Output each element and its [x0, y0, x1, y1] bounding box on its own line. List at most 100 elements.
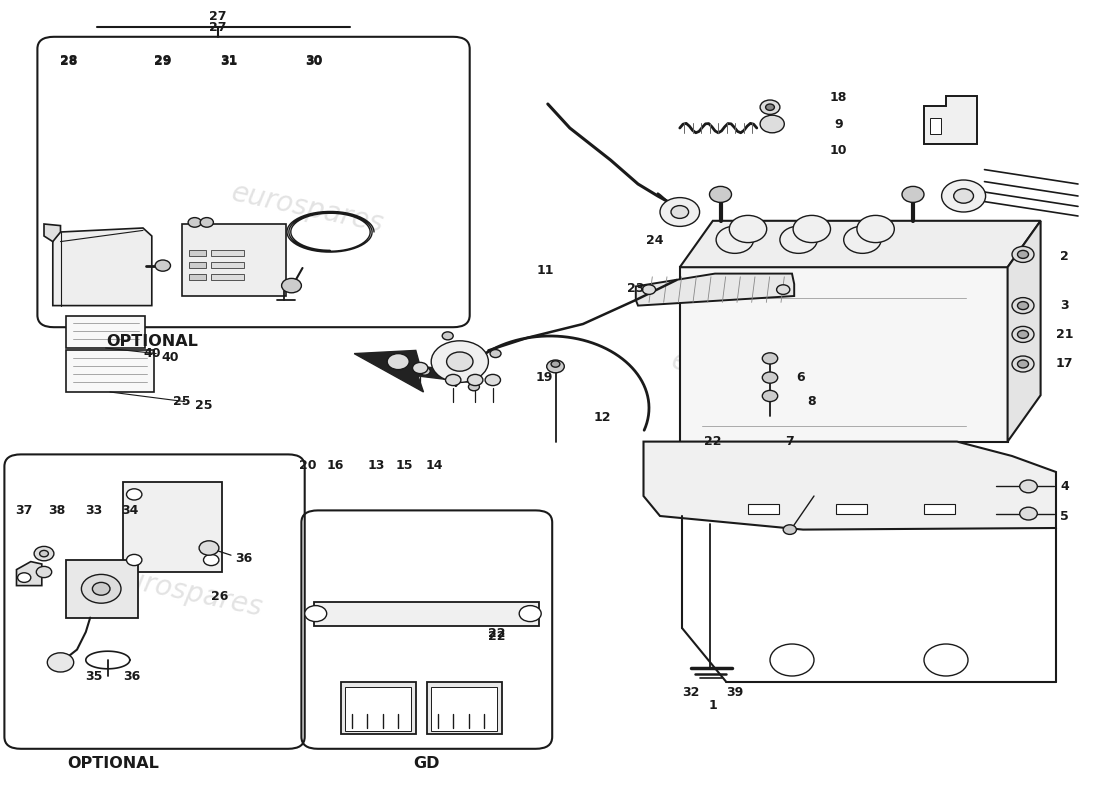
Circle shape: [36, 566, 52, 578]
Bar: [66, 560, 138, 618]
Text: eurospares: eurospares: [108, 562, 266, 622]
Text: 25: 25: [195, 399, 212, 412]
Circle shape: [1018, 250, 1028, 258]
Circle shape: [777, 285, 790, 294]
Text: 7: 7: [785, 435, 794, 448]
Text: 28: 28: [59, 55, 77, 68]
Text: 2: 2: [1060, 250, 1069, 262]
Circle shape: [766, 104, 774, 110]
Bar: [182, 224, 286, 296]
Text: 6: 6: [796, 371, 805, 384]
Circle shape: [716, 226, 754, 254]
Text: 31: 31: [220, 54, 238, 67]
Text: 38: 38: [48, 504, 66, 517]
Circle shape: [442, 332, 453, 340]
Bar: [211, 250, 244, 256]
Circle shape: [760, 115, 784, 133]
Circle shape: [92, 582, 110, 595]
Text: 3: 3: [1060, 299, 1069, 312]
Text: 31: 31: [220, 55, 238, 68]
Bar: [66, 316, 145, 348]
Circle shape: [1018, 360, 1028, 368]
Text: OPTIONAL: OPTIONAL: [67, 756, 160, 770]
Text: 30: 30: [305, 55, 322, 68]
Text: 22: 22: [488, 627, 506, 640]
Circle shape: [762, 390, 778, 402]
Circle shape: [469, 382, 480, 390]
Circle shape: [155, 260, 170, 271]
Circle shape: [447, 352, 473, 371]
Polygon shape: [44, 224, 60, 242]
Circle shape: [200, 218, 213, 227]
Text: 19: 19: [536, 371, 553, 384]
Bar: [314, 602, 539, 626]
Text: 23: 23: [627, 282, 645, 294]
Circle shape: [844, 226, 881, 254]
Circle shape: [199, 541, 219, 555]
Bar: [189, 262, 206, 268]
Text: 32: 32: [682, 686, 700, 698]
Circle shape: [1020, 480, 1037, 493]
Text: eurospares: eurospares: [229, 178, 387, 238]
Text: 24: 24: [646, 234, 663, 246]
Circle shape: [468, 374, 483, 386]
Circle shape: [387, 354, 409, 370]
Polygon shape: [680, 221, 1041, 267]
Polygon shape: [1008, 221, 1041, 442]
Circle shape: [1012, 246, 1034, 262]
Bar: [930, 118, 940, 134]
Circle shape: [642, 285, 656, 294]
Text: 40: 40: [143, 347, 161, 360]
Text: 28: 28: [59, 54, 77, 67]
Circle shape: [204, 554, 219, 566]
Circle shape: [780, 226, 817, 254]
Text: 30: 30: [305, 54, 322, 67]
Circle shape: [412, 362, 428, 374]
Text: 1: 1: [708, 699, 717, 712]
Text: 26: 26: [211, 590, 229, 602]
Text: 18: 18: [829, 91, 847, 104]
Circle shape: [126, 554, 142, 566]
Bar: [189, 250, 206, 256]
Bar: [66, 350, 154, 392]
Text: 13: 13: [367, 459, 385, 472]
Circle shape: [551, 361, 560, 367]
Circle shape: [18, 573, 31, 582]
Circle shape: [783, 525, 796, 534]
Text: 8: 8: [807, 395, 816, 408]
Circle shape: [547, 360, 564, 373]
Circle shape: [770, 644, 814, 676]
Circle shape: [47, 653, 74, 672]
Text: 10: 10: [829, 144, 847, 157]
Text: 36: 36: [235, 552, 253, 565]
Circle shape: [954, 189, 974, 203]
Text: 21: 21: [1056, 328, 1074, 341]
Text: 15: 15: [396, 459, 414, 472]
Circle shape: [902, 186, 924, 202]
Text: 33: 33: [85, 504, 102, 517]
Bar: [211, 262, 244, 268]
Circle shape: [188, 218, 201, 227]
Text: 25: 25: [173, 395, 190, 408]
Circle shape: [34, 546, 54, 561]
Text: eurospares: eurospares: [669, 346, 827, 406]
Circle shape: [924, 644, 968, 676]
Circle shape: [942, 180, 986, 212]
Polygon shape: [636, 274, 794, 306]
Polygon shape: [924, 96, 977, 144]
Text: 37: 37: [15, 504, 33, 517]
Circle shape: [126, 489, 142, 500]
Bar: [748, 504, 779, 514]
Text: OPTIONAL: OPTIONAL: [106, 334, 198, 349]
Polygon shape: [644, 442, 1056, 530]
Circle shape: [671, 206, 689, 218]
Circle shape: [1018, 302, 1028, 310]
Circle shape: [762, 353, 778, 364]
Circle shape: [1018, 330, 1028, 338]
Text: 39: 39: [726, 686, 744, 698]
Text: 16: 16: [327, 459, 344, 472]
Text: 20: 20: [299, 459, 317, 472]
Circle shape: [81, 574, 121, 603]
Circle shape: [1012, 298, 1034, 314]
Bar: [680, 267, 1008, 442]
